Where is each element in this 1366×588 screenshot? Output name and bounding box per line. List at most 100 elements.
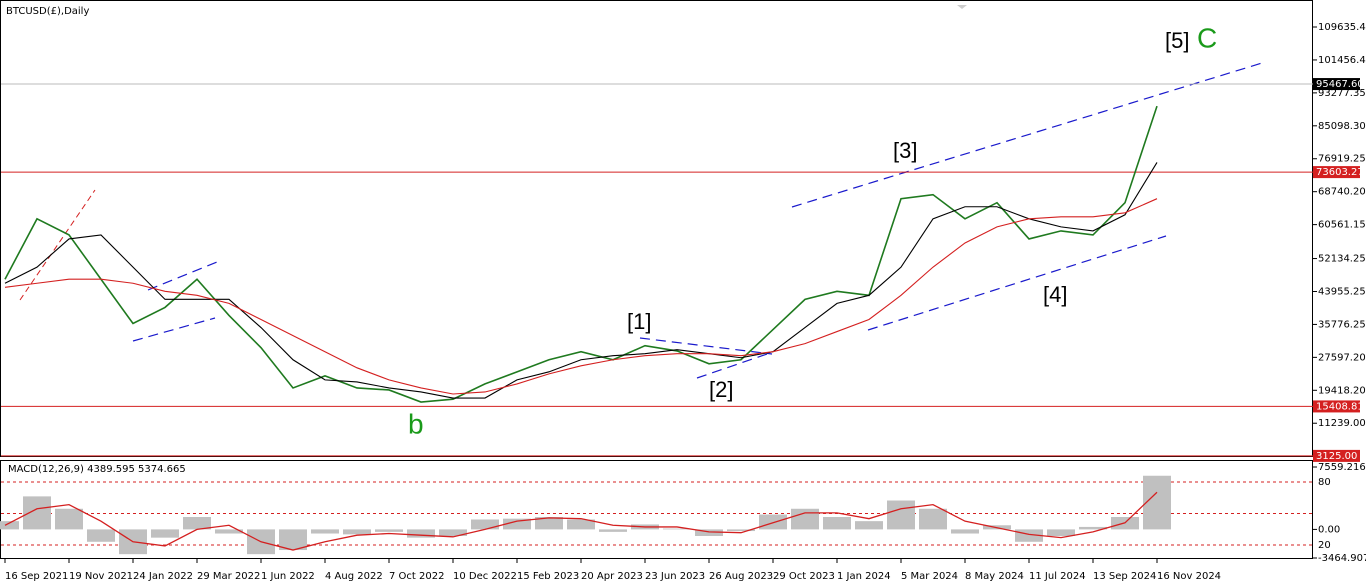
macd-bar bbox=[439, 529, 467, 537]
series-line bbox=[4, 162, 1158, 399]
y2-tick-label: 80 bbox=[1318, 477, 1331, 488]
macd-bar bbox=[1047, 529, 1075, 537]
macd-bar bbox=[919, 508, 947, 530]
y-tick-label: 68740.20 bbox=[1318, 187, 1366, 198]
chart-title: BTCUSD(£),Daily bbox=[6, 6, 89, 17]
macd-bar bbox=[823, 517, 851, 530]
signal-line bbox=[4, 491, 1158, 551]
series-line bbox=[4, 198, 1158, 395]
y-tick-label: 76919.25 bbox=[1318, 154, 1366, 165]
price-tag-label: 15408.81 bbox=[1316, 401, 1364, 412]
y2-tick-label: 20 bbox=[1318, 540, 1331, 551]
macd-panel bbox=[0, 460, 1313, 559]
x-tick-label: 16 Nov 2024 bbox=[1157, 571, 1221, 582]
macd-bar bbox=[55, 508, 83, 530]
x-tick-label: 7 Oct 2022 bbox=[389, 571, 444, 582]
macd-bar bbox=[567, 519, 595, 530]
macd-bar bbox=[407, 529, 435, 538]
x-tick-label: 10 Dec 2022 bbox=[453, 571, 517, 582]
macd-bar bbox=[663, 528, 691, 530]
wave-label: [3] bbox=[893, 138, 917, 163]
x-tick-label: 29 Mar 2022 bbox=[197, 571, 260, 582]
macd-bar bbox=[343, 529, 371, 535]
y-tick-label: -3464.907 bbox=[1318, 553, 1366, 564]
macd-bar bbox=[375, 529, 403, 532]
x-tick-label: 11 Jul 2024 bbox=[1029, 571, 1086, 582]
trend-line bbox=[791, 62, 1263, 208]
price-tag-label: 73603.27 bbox=[1316, 167, 1364, 178]
wave-label: [5] bbox=[1165, 28, 1189, 53]
macd-bar bbox=[151, 529, 179, 538]
trend-line bbox=[147, 261, 218, 291]
x-tick-label: 1 Jun 2022 bbox=[261, 571, 315, 582]
macd-bar bbox=[215, 529, 243, 534]
macd-bar bbox=[183, 517, 211, 530]
y-tick-label: 101456.40 bbox=[1318, 55, 1366, 66]
x-tick-label: 5 Mar 2024 bbox=[901, 571, 958, 582]
macd-bar bbox=[599, 529, 627, 532]
trend-line bbox=[19, 189, 96, 301]
y-tick-label: 27597.20 bbox=[1318, 352, 1366, 363]
indicator-title: MACD(12,26,9) 4389.595 5374.665 bbox=[8, 464, 186, 475]
y-tick-label: 60561.15 bbox=[1318, 220, 1366, 231]
macd-bar bbox=[1079, 526, 1107, 530]
macd-bar bbox=[0, 521, 19, 530]
macd-bar bbox=[87, 529, 115, 542]
y-tick-label: 85098.30 bbox=[1318, 121, 1366, 132]
price-tag bbox=[1313, 78, 1360, 91]
x-tick-label: 8 May 2024 bbox=[965, 571, 1024, 582]
macd-bar bbox=[23, 496, 51, 530]
x-tick-label: 20 Apr 2023 bbox=[581, 571, 643, 582]
trend-line bbox=[132, 317, 216, 342]
x-tick-label: 15 Feb 2023 bbox=[517, 571, 579, 582]
trend-line bbox=[867, 235, 1167, 331]
x-tick-label: 24 Jan 2022 bbox=[133, 571, 193, 582]
macd-bar bbox=[951, 529, 979, 534]
price-tag-label: 3125.00 bbox=[1316, 451, 1357, 462]
price-tag bbox=[1313, 400, 1360, 413]
trend-line bbox=[696, 352, 771, 379]
price-tag-label: 95467.60 bbox=[1316, 79, 1364, 90]
x-tick-label: 29 Oct 2023 bbox=[773, 571, 835, 582]
y-tick-label: 52134.25 bbox=[1318, 254, 1366, 265]
x-tick-label: 23 Jun 2023 bbox=[645, 571, 705, 582]
y-tick-label: 7559.216 bbox=[1318, 462, 1366, 473]
macd-bar bbox=[471, 519, 499, 530]
macd-bar bbox=[279, 529, 307, 551]
trend-lines bbox=[132, 62, 1263, 379]
y-tick-label: 93277.35 bbox=[1318, 88, 1366, 99]
macd-bar bbox=[535, 517, 563, 530]
series-line bbox=[4, 105, 1158, 403]
macd-bar bbox=[503, 518, 531, 530]
y-tick-label: 0.00 bbox=[1318, 524, 1340, 535]
macd-bar bbox=[311, 529, 339, 534]
macd-bar bbox=[759, 514, 787, 530]
wave-label: [2] bbox=[709, 377, 733, 402]
main-panel bbox=[0, 0, 1313, 457]
wave-label: [1] bbox=[627, 309, 651, 334]
wave-label: b bbox=[408, 408, 424, 439]
wave-label: [4] bbox=[1043, 282, 1067, 307]
macd-bar bbox=[1143, 475, 1171, 530]
macd-bar bbox=[887, 500, 915, 530]
x-tick-label: 19 Nov 2021 bbox=[69, 571, 133, 582]
x-tick-label: 16 Sep 2021 bbox=[5, 571, 68, 582]
macd-bar bbox=[791, 508, 819, 530]
price-tag bbox=[1313, 449, 1360, 462]
price-tag bbox=[1313, 166, 1360, 179]
macd-bar bbox=[695, 529, 723, 537]
x-tick-label: 1 Jan 2024 bbox=[837, 571, 891, 582]
y-tick-label: 11239.00 bbox=[1318, 418, 1366, 429]
y-tick-label: 19418.20 bbox=[1318, 385, 1366, 396]
y-tick-label: 109635.40 bbox=[1318, 22, 1366, 33]
macd-bar bbox=[855, 521, 883, 530]
wave-label: C bbox=[1197, 22, 1217, 53]
y-tick-label: 35776.25 bbox=[1318, 319, 1366, 330]
trend-line bbox=[639, 337, 773, 355]
macd-bar bbox=[727, 529, 755, 532]
shift-marker bbox=[957, 5, 967, 9]
y-tick-label: 43955.25 bbox=[1318, 286, 1366, 297]
x-tick-label: 4 Aug 2022 bbox=[325, 571, 383, 582]
x-tick-label: 26 Aug 2023 bbox=[709, 571, 773, 582]
